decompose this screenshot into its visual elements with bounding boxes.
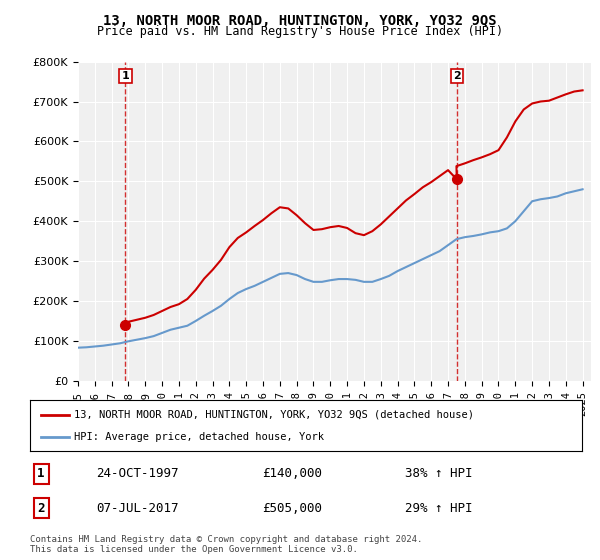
Text: 1: 1 xyxy=(37,468,45,480)
Text: 13, NORTH MOOR ROAD, HUNTINGTON, YORK, YO32 9QS (detached house): 13, NORTH MOOR ROAD, HUNTINGTON, YORK, Y… xyxy=(74,409,474,419)
Text: 13, NORTH MOOR ROAD, HUNTINGTON, YORK, YO32 9QS: 13, NORTH MOOR ROAD, HUNTINGTON, YORK, Y… xyxy=(103,14,497,28)
Text: 2: 2 xyxy=(453,71,461,81)
Text: £140,000: £140,000 xyxy=(262,468,322,480)
Text: 07-JUL-2017: 07-JUL-2017 xyxy=(96,502,179,515)
Text: Contains HM Land Registry data © Crown copyright and database right 2024.
This d: Contains HM Land Registry data © Crown c… xyxy=(30,535,422,554)
Text: HPI: Average price, detached house, York: HPI: Average price, detached house, York xyxy=(74,432,324,442)
Text: £505,000: £505,000 xyxy=(262,502,322,515)
Text: 29% ↑ HPI: 29% ↑ HPI xyxy=(406,502,473,515)
Text: 1: 1 xyxy=(122,71,130,81)
Text: Price paid vs. HM Land Registry's House Price Index (HPI): Price paid vs. HM Land Registry's House … xyxy=(97,25,503,38)
Text: 38% ↑ HPI: 38% ↑ HPI xyxy=(406,468,473,480)
Text: 2: 2 xyxy=(37,502,45,515)
Text: 24-OCT-1997: 24-OCT-1997 xyxy=(96,468,179,480)
